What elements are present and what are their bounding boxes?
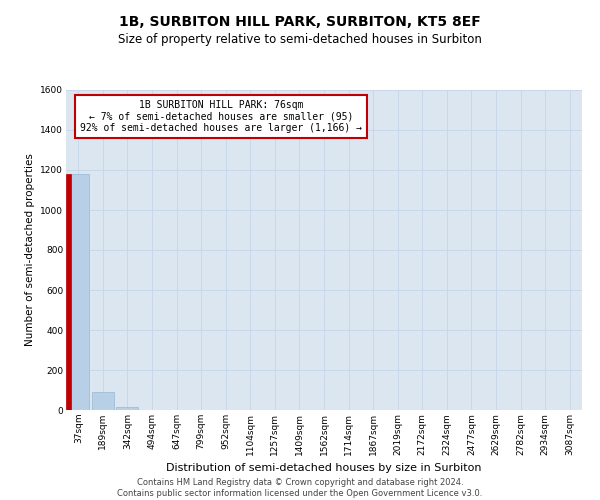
Bar	[116, 407, 139, 410]
Text: Size of property relative to semi-detached houses in Surbiton: Size of property relative to semi-detach…	[118, 32, 482, 46]
X-axis label: Distribution of semi-detached houses by size in Surbiton: Distribution of semi-detached houses by …	[166, 463, 482, 473]
Bar	[66, 174, 71, 410]
Bar	[67, 174, 89, 410]
Text: 1B, SURBITON HILL PARK, SURBITON, KT5 8EF: 1B, SURBITON HILL PARK, SURBITON, KT5 8E…	[119, 15, 481, 29]
Y-axis label: Number of semi-detached properties: Number of semi-detached properties	[25, 154, 35, 346]
Bar	[92, 392, 114, 410]
Text: Contains HM Land Registry data © Crown copyright and database right 2024.
Contai: Contains HM Land Registry data © Crown c…	[118, 478, 482, 498]
Text: 1B SURBITON HILL PARK: 76sqm
← 7% of semi-detached houses are smaller (95)
92% o: 1B SURBITON HILL PARK: 76sqm ← 7% of sem…	[80, 100, 362, 133]
